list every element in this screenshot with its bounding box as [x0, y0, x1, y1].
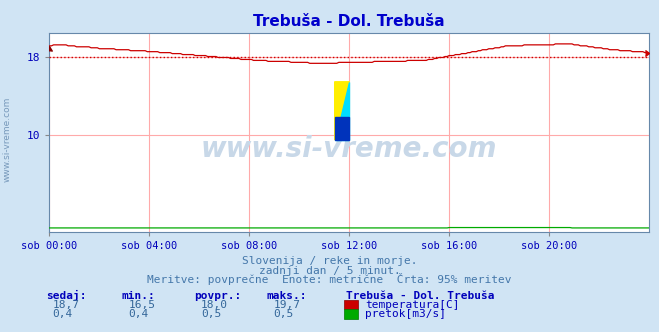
Title: Trebuša - Dol. Trebuša: Trebuša - Dol. Trebuša	[254, 14, 445, 29]
Text: Slovenija / reke in morje.: Slovenija / reke in morje.	[242, 256, 417, 266]
Text: 18,7: 18,7	[53, 300, 80, 310]
Text: min.:: min.:	[122, 291, 156, 301]
Text: 0,5: 0,5	[273, 309, 294, 319]
Text: Meritve: povprečne  Enote: metrične  Črta: 95% meritev: Meritve: povprečne Enote: metrične Črta:…	[147, 273, 512, 285]
Text: zadnji dan / 5 minut.: zadnji dan / 5 minut.	[258, 266, 401, 276]
Text: www.si-vreme.com: www.si-vreme.com	[201, 135, 498, 163]
Text: www.si-vreme.com: www.si-vreme.com	[3, 97, 12, 182]
Text: 0,4: 0,4	[129, 309, 149, 319]
Text: 16,5: 16,5	[129, 300, 156, 310]
Text: 0,4: 0,4	[53, 309, 73, 319]
Text: sedaj:: sedaj:	[46, 290, 86, 301]
Polygon shape	[335, 82, 349, 140]
Polygon shape	[335, 82, 349, 140]
Text: 19,7: 19,7	[273, 300, 301, 310]
Text: 18,0: 18,0	[201, 300, 228, 310]
Text: povpr.:: povpr.:	[194, 291, 242, 301]
Bar	[335, 117, 349, 140]
Text: temperatura[C]: temperatura[C]	[365, 300, 459, 310]
Text: 0,5: 0,5	[201, 309, 221, 319]
Text: pretok[m3/s]: pretok[m3/s]	[365, 309, 446, 319]
Text: maks.:: maks.:	[267, 291, 307, 301]
Text: Trebuša - Dol. Trebuša: Trebuša - Dol. Trebuša	[346, 291, 494, 301]
